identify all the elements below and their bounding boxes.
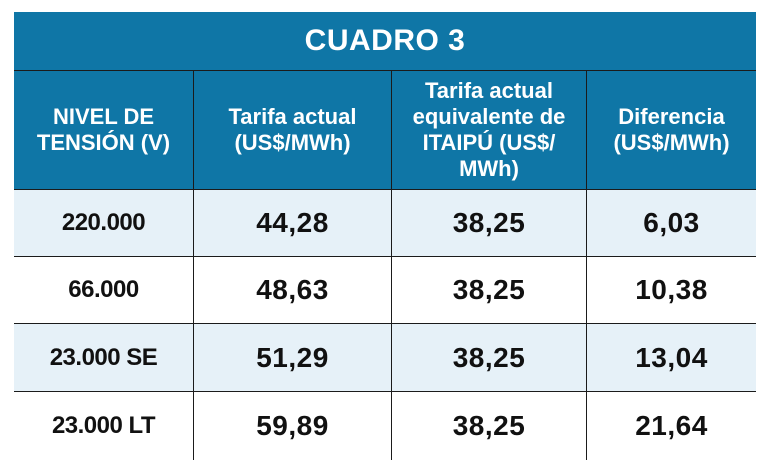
header-diferencia: Diferencia (US$/MWh)	[587, 71, 756, 189]
table-title: CUADRO 3	[14, 12, 756, 70]
header-nivel-tension: NIVEL DE TENSIÓN (V)	[14, 71, 193, 189]
table-row-cell-nivel: 66.000	[14, 257, 193, 323]
table-row-cell-tarifa-actual: 48,63	[194, 257, 391, 323]
table-row-cell-tarifa-itaipu: 38,25	[392, 324, 586, 391]
table-row-cell-diferencia: 6,03	[587, 190, 756, 256]
table-row-cell-nivel: 23.000 LT	[14, 392, 193, 460]
table-row-cell-diferencia: 10,38	[587, 257, 756, 323]
header-tarifa-itaipu: Tarifa actual equivalente de ITAIPÚ (US$…	[392, 71, 586, 189]
table-row-cell-nivel: 23.000 SE	[14, 324, 193, 391]
table-row-cell-tarifa-actual: 44,28	[194, 190, 391, 256]
table-frame: CUADRO 3 NIVEL DE TENSIÓN (V) Tarifa act…	[14, 12, 756, 460]
table-row-cell-nivel: 220.000	[14, 190, 193, 256]
header-tarifa-actual: Tarifa actual (US$/MWh)	[194, 71, 391, 189]
table-row-cell-tarifa-itaipu: 38,25	[392, 257, 586, 323]
table-row-cell-tarifa-actual: 59,89	[194, 392, 391, 460]
table-row-cell-tarifa-actual: 51,29	[194, 324, 391, 391]
table-row-cell-tarifa-itaipu: 38,25	[392, 190, 586, 256]
table-row-cell-diferencia: 13,04	[587, 324, 756, 391]
table-row-cell-diferencia: 21,64	[587, 392, 756, 460]
table-row-cell-tarifa-itaipu: 38,25	[392, 392, 586, 460]
